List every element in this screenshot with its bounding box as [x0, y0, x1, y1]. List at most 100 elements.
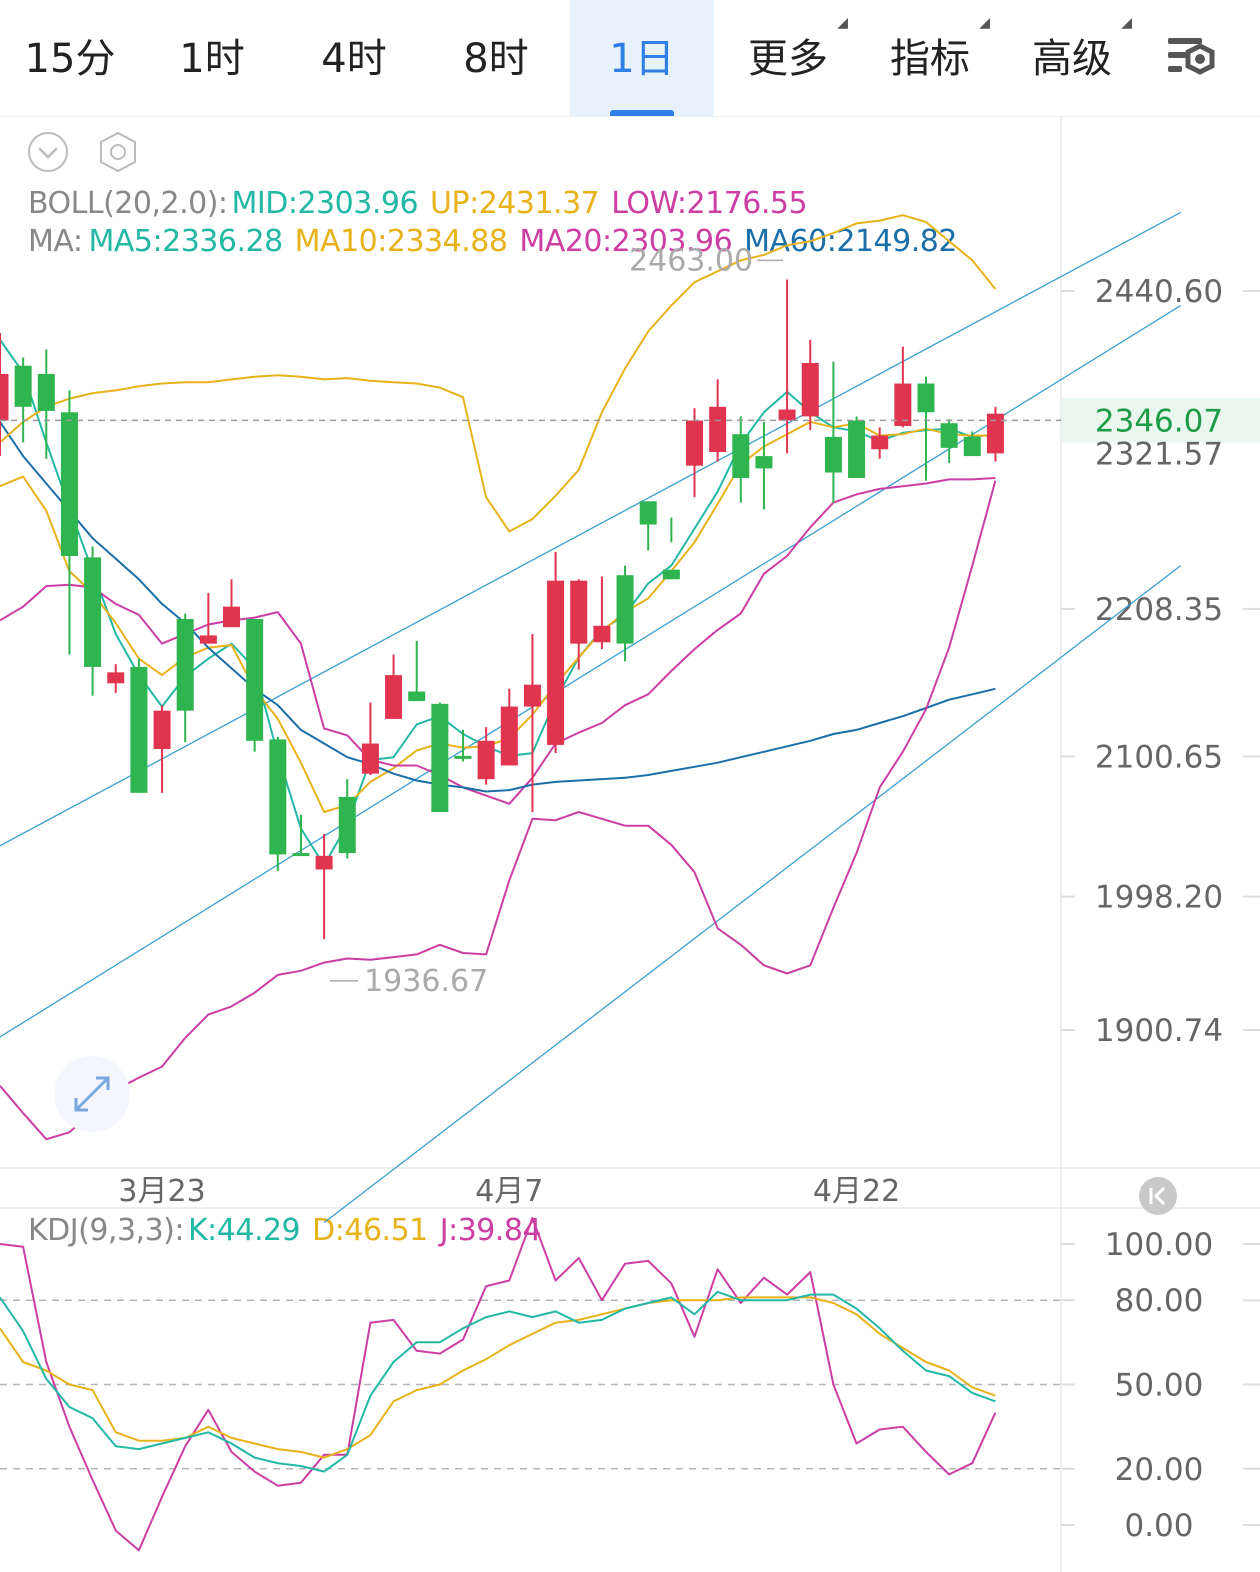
boll-mid: MID:2303.96 [231, 186, 419, 221]
candle [732, 416, 750, 503]
candle [84, 546, 102, 696]
tab-1hour[interactable]: 1时 [152, 0, 272, 116]
kdj-k-value: K:44.29 [187, 1213, 301, 1248]
ma20-value: MA20:2303.96 [519, 224, 733, 259]
candle [246, 618, 264, 752]
candle-body [361, 743, 379, 774]
candle [871, 427, 889, 459]
candle [176, 613, 194, 743]
candle-body [639, 501, 657, 525]
candle-body [848, 420, 866, 478]
price-tick-label: 1998.20 [1095, 880, 1223, 916]
candle [292, 814, 310, 857]
min-price-label: 1936.67 [364, 964, 488, 999]
candle [130, 658, 148, 793]
price-tick-label: 1900.74 [1095, 1013, 1223, 1049]
candle-body [269, 739, 287, 855]
tab-15min[interactable]: 15分 [10, 0, 130, 116]
tab-label: 高级 [1032, 36, 1112, 82]
candle-body [130, 666, 148, 793]
candle [37, 349, 55, 459]
candle [408, 640, 426, 702]
candle-body [709, 406, 727, 452]
candle-body [60, 412, 78, 557]
candle [917, 376, 935, 481]
skip-to-latest-icon[interactable] [1139, 1177, 1177, 1215]
candle-body [940, 423, 958, 448]
crosshair-price-label: 2321.57 [1095, 436, 1223, 472]
expand-arrows-icon[interactable] [54, 1056, 130, 1132]
candle-body [246, 618, 264, 741]
candle-body [408, 691, 426, 702]
candle-body [500, 706, 518, 766]
kdj-d-value: D:46.51 [312, 1213, 428, 1248]
tab-8hour[interactable]: 8时 [436, 0, 556, 116]
price-tick-label: 2440.60 [1095, 274, 1223, 310]
candle-body [662, 569, 680, 580]
candle-body [570, 580, 588, 644]
expand-icon-arrow [74, 1098, 88, 1112]
candle-body [894, 383, 912, 426]
candle-body [986, 413, 1004, 454]
candle [824, 361, 842, 503]
ma-legend: MA: MA5:2336.28 MA10:2334.88 MA20:2303.96 MA… [28, 224, 969, 259]
tab-label: 指标 [890, 36, 970, 82]
tab-more[interactable]: 更多 ◢ [728, 0, 848, 116]
candle [986, 406, 1004, 462]
candle [199, 592, 217, 644]
tab-advanced[interactable]: 高级 ◢ [1012, 0, 1132, 116]
chart-settings-icon[interactable] [1160, 28, 1224, 88]
trend-line [0, 304, 1181, 1038]
series-line-low [0, 480, 997, 1141]
candle [454, 729, 472, 762]
chevron-down-circle-icon[interactable] [26, 130, 70, 178]
candle-body [824, 436, 842, 473]
candle-body [963, 436, 981, 457]
tab-4hour[interactable]: 4时 [294, 0, 414, 116]
candle [894, 346, 912, 428]
candle [662, 517, 680, 580]
tab-1day[interactable]: 1日 [570, 0, 714, 116]
tab-label: 更多 [748, 36, 828, 82]
price-tick-label: 2208.35 [1095, 592, 1223, 628]
boll-up: UP:2431.37 [430, 186, 600, 221]
tab-label: 1日 [609, 36, 675, 82]
candle [269, 736, 287, 871]
tab-indicators[interactable]: 指标 ◢ [870, 0, 990, 116]
current-price-label: 2346.07 [1095, 403, 1223, 439]
date-axis-label: 4月22 [813, 1174, 900, 1209]
candle [431, 702, 449, 812]
candle-body [84, 557, 102, 667]
kdj-tick-label: 80.00 [1115, 1283, 1204, 1319]
dropdown-caret-icon: ◢ [979, 15, 990, 31]
candlestick-chart[interactable]: 2440.60 2208.35 2100.65 1998.20 1900.74 2346.… [0, 116, 1260, 1572]
ma60-value: MA60:2149.82 [744, 224, 957, 259]
candle-body [0, 373, 9, 421]
max-price-label: 2463.00 [629, 243, 753, 278]
candle-body [199, 635, 217, 644]
ma5-value: MA5:2336.28 [88, 224, 284, 259]
candle [547, 551, 565, 754]
kdj-tick-label: 100.00 [1105, 1227, 1213, 1263]
kdj-tick-label: 50.00 [1115, 1368, 1204, 1404]
candle-body [14, 365, 32, 407]
skip-icon-chevron [1153, 1186, 1166, 1206]
expand-icon-line [74, 1076, 110, 1112]
kdj-legend: KDJ(9,3,3): K:44.29 D:46.51 J:39.84 [28, 1213, 553, 1248]
series-line-ma20 [0, 477, 996, 805]
kdj-line-d [0, 1296, 996, 1459]
tab-label: 8时 [463, 36, 529, 82]
candle [361, 702, 379, 776]
candle-body [107, 672, 125, 684]
boll-legend: BOLL(20,2.0): MID:2303.96 UP:2431.37 LOW:21… [28, 186, 819, 221]
hexagon-settings-icon[interactable] [96, 130, 140, 178]
current-price-badge [1062, 398, 1260, 443]
date-axis-label: 4月7 [475, 1174, 543, 1209]
series-line-ma5 [0, 339, 996, 867]
candle-body [616, 575, 634, 644]
price-tick-label: 2100.65 [1095, 739, 1223, 775]
candle-body [547, 580, 565, 745]
kdj-line-k [0, 1290, 996, 1473]
candle-body [315, 855, 333, 870]
candle [477, 727, 495, 785]
